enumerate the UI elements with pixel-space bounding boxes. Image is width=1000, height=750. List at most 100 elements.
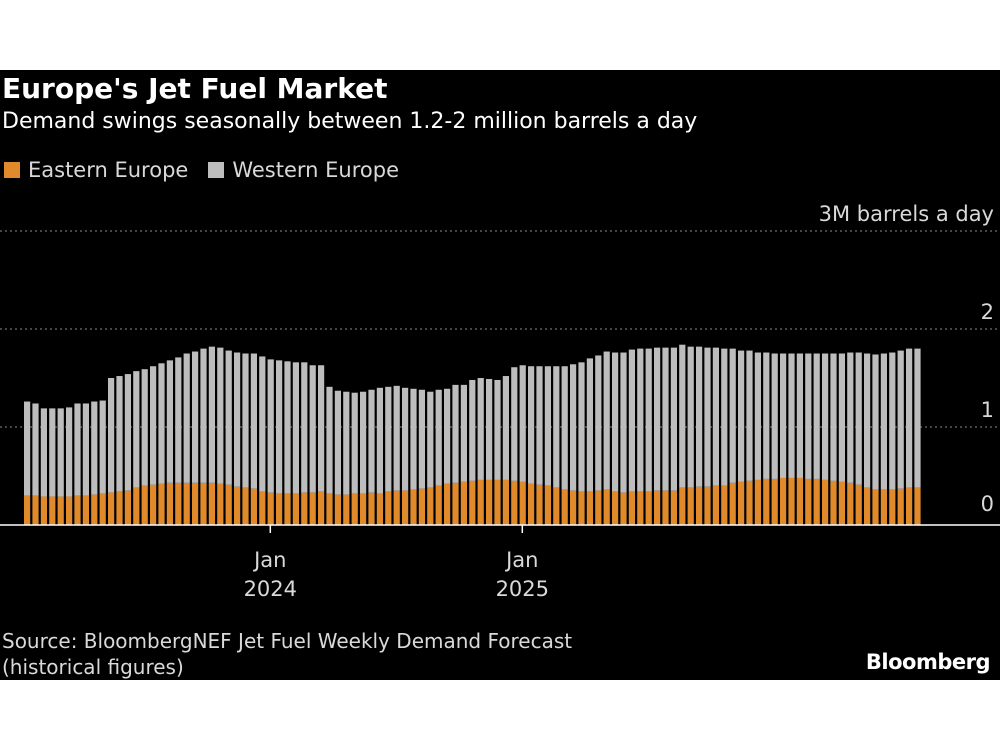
- bar-eastern-europe: [687, 487, 694, 525]
- bar-eastern-europe: [267, 492, 274, 525]
- bar-western-europe: [805, 353, 812, 479]
- bar-western-europe: [444, 388, 451, 484]
- bar-eastern-europe: [771, 478, 778, 525]
- bar-western-europe: [880, 353, 887, 490]
- bar-western-europe: [166, 360, 173, 483]
- bar-western-europe: [276, 360, 283, 494]
- bar-western-europe: [418, 389, 425, 489]
- bar-western-europe: [906, 348, 913, 488]
- bar-eastern-europe: [99, 493, 106, 525]
- bar-western-europe: [855, 352, 862, 485]
- legend-label-western-europe: Western Europe: [232, 158, 399, 182]
- bar-western-europe: [49, 408, 56, 497]
- x-tick-label-month: Jan: [504, 548, 538, 572]
- bar-eastern-europe: [847, 482, 854, 525]
- bar-western-europe: [284, 361, 291, 494]
- bar-western-europe: [477, 378, 484, 480]
- bar-eastern-europe: [595, 490, 602, 525]
- bar-western-europe: [108, 378, 115, 493]
- legend-label-eastern-europe: Eastern Europe: [28, 158, 189, 182]
- legend-item-eastern-europe: Eastern Europe: [4, 156, 188, 184]
- bar-western-europe: [561, 366, 568, 490]
- bar-eastern-europe: [402, 490, 409, 525]
- bar-eastern-europe: [452, 482, 459, 525]
- stacked-bar-chart: 0 1 2 3M barrels a day Jan 2024 Jan 2025: [0, 202, 1000, 601]
- bar-western-europe: [368, 389, 375, 493]
- bar-western-europe: [830, 353, 837, 481]
- bar-eastern-europe: [603, 489, 610, 525]
- legend-item-western-europe: Western Europe: [208, 156, 399, 184]
- bar-eastern-europe: [141, 485, 148, 525]
- bar-western-europe: [326, 386, 333, 494]
- x-axis: [0, 524, 1000, 533]
- chart-title: Europe's Jet Fuel Market: [2, 72, 388, 105]
- bar-western-europe: [301, 362, 308, 493]
- y-axis-labels: 0 1 2 3M barrels a day: [819, 202, 994, 516]
- bar-eastern-europe: [578, 491, 585, 525]
- bar-western-europe: [662, 347, 669, 491]
- bar-eastern-europe: [536, 484, 543, 525]
- bar-eastern-europe: [24, 495, 31, 525]
- bar-eastern-europe: [225, 484, 232, 525]
- bar-western-europe: [91, 401, 98, 495]
- bar-western-europe: [32, 403, 39, 496]
- bar-eastern-europe: [880, 489, 887, 525]
- bar-western-europe: [192, 351, 199, 483]
- bar-eastern-europe: [444, 483, 451, 525]
- bar-western-europe: [360, 391, 367, 494]
- bar-eastern-europe: [502, 479, 509, 525]
- bar-eastern-europe: [158, 483, 165, 525]
- bar-western-europe: [679, 344, 686, 488]
- bar-eastern-europe: [318, 491, 325, 525]
- bar-eastern-europe: [662, 490, 669, 525]
- bar-western-europe: [40, 408, 47, 497]
- bar-western-europe: [486, 378, 493, 480]
- bar-western-europe: [586, 358, 593, 492]
- bar-western-europe: [746, 350, 753, 481]
- bar-western-europe: [696, 346, 703, 487]
- bar-western-europe: [469, 379, 476, 481]
- bar-eastern-europe: [788, 477, 795, 525]
- bar-eastern-europe: [586, 491, 593, 525]
- bar-western-europe: [645, 348, 652, 492]
- bar-eastern-europe: [754, 479, 761, 525]
- bar-western-europe: [502, 376, 509, 480]
- bar-western-europe: [822, 353, 829, 480]
- bar-western-europe: [897, 350, 904, 489]
- source-note: Source: BloombergNEF Jet Fuel Weekly Dem…: [2, 628, 702, 680]
- bar-western-europe: [704, 347, 711, 487]
- bar-eastern-europe: [309, 492, 316, 525]
- bar-western-europe: [872, 354, 879, 490]
- bar-western-europe: [712, 347, 719, 486]
- bar-eastern-europe: [553, 487, 560, 525]
- bar-eastern-europe: [276, 493, 283, 525]
- bar-western-europe: [133, 371, 140, 488]
- bar-western-europe: [570, 364, 577, 491]
- bar-western-europe: [738, 350, 745, 482]
- bar-western-europe: [376, 387, 383, 494]
- bar-western-europe: [116, 376, 123, 492]
- bar-eastern-europe: [822, 479, 829, 525]
- bar-eastern-europe: [435, 485, 442, 525]
- bar-eastern-europe: [511, 480, 518, 525]
- bar-western-europe: [217, 347, 224, 484]
- bar-western-europe: [796, 353, 803, 478]
- bar-western-europe: [620, 352, 627, 493]
- bar-western-europe: [864, 353, 871, 488]
- bar-western-europe: [150, 366, 157, 485]
- bar-western-europe: [292, 362, 299, 494]
- bar-western-europe: [410, 388, 417, 490]
- bar-western-europe: [402, 387, 409, 491]
- bar-western-europe: [536, 366, 543, 485]
- bar-eastern-europe: [670, 490, 677, 525]
- bar-eastern-europe: [561, 489, 568, 525]
- bar-eastern-europe: [620, 492, 627, 525]
- y-tick-label-2: 2: [981, 300, 994, 324]
- bar-eastern-europe: [133, 487, 140, 525]
- bar-western-europe: [519, 365, 526, 482]
- legend-swatch-eastern-europe: [4, 162, 20, 178]
- bar-eastern-europe: [334, 494, 341, 525]
- y-tick-label-1: 1: [981, 398, 994, 422]
- bar-eastern-europe: [477, 479, 484, 525]
- bar-western-europe: [780, 353, 787, 478]
